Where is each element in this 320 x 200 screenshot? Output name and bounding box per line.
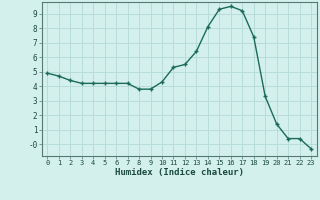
X-axis label: Humidex (Indice chaleur): Humidex (Indice chaleur): [115, 168, 244, 177]
